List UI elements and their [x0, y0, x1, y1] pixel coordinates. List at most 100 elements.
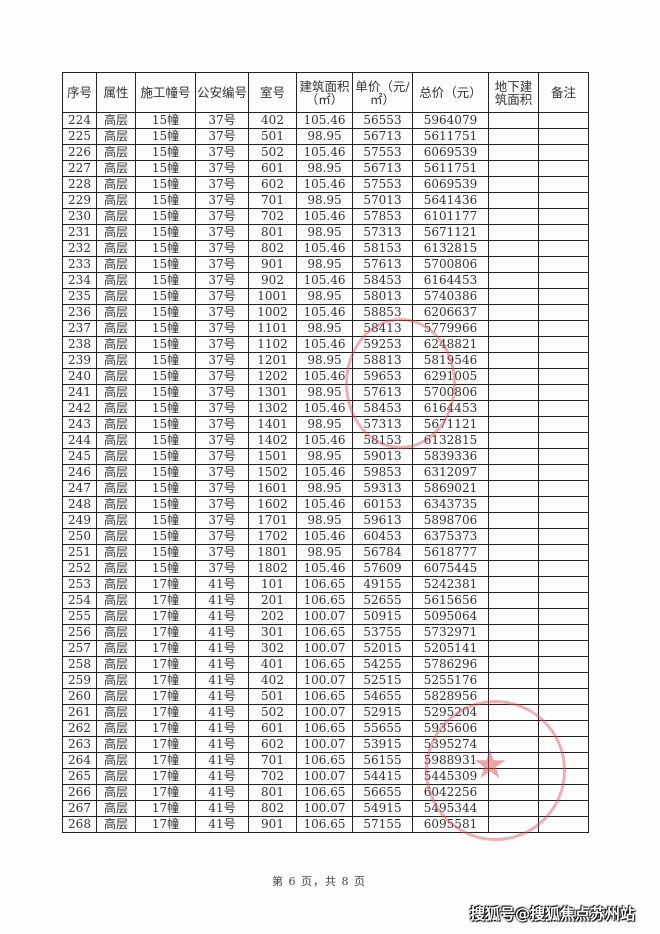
table-cell: 6042256: [412, 784, 489, 801]
table-cell: [488, 160, 539, 177]
table-cell: 高层: [96, 768, 136, 785]
table-cell: 242: [62, 400, 97, 417]
table-cell: 105.46: [296, 528, 353, 545]
table-cell: 15幢: [135, 384, 196, 401]
table-cell: 41号: [195, 736, 249, 753]
table-cell: 1101: [248, 320, 297, 337]
table-cell: 106.65: [296, 576, 353, 593]
table-cell: 267: [62, 800, 97, 817]
table-cell: 6069539: [412, 176, 489, 193]
table-cell: [538, 624, 589, 641]
table-cell: 17幢: [135, 736, 196, 753]
table-cell: 6132815: [412, 432, 489, 449]
table-row: 242 高层 15幢 37号 1302 105.46 58453 6164453: [62, 400, 589, 417]
table-cell: 15幢: [135, 288, 196, 305]
table-cell: 52015: [352, 640, 413, 657]
table-cell: 17幢: [135, 624, 196, 641]
table-cell: 高层: [96, 304, 136, 321]
table-cell: 100.07: [296, 608, 353, 625]
table-cell: 263: [62, 736, 97, 753]
table-header-row: 序号 属性 施工幢号 公安编号 室号 建筑面积（㎡） 单价（元/㎡） 总价（元） 地下建筑面积备…: [62, 72, 589, 113]
table-cell: 243: [62, 416, 97, 433]
table-cell: 41号: [195, 704, 249, 721]
table-cell: 100.07: [296, 736, 353, 753]
table-cell: 高层: [96, 432, 136, 449]
table-cell: [538, 368, 589, 385]
table-cell: 高层: [96, 672, 136, 689]
table-cell: 37号: [195, 496, 249, 513]
table-cell: 251: [62, 544, 97, 561]
table-cell: 高层: [96, 144, 136, 161]
table-row: 255 高层 17幢 41号 202 100.07 50915 5095064: [62, 608, 589, 625]
table-row: 264 高层 17幢 41号 701 106.65 56155 5988931: [62, 752, 589, 769]
table-cell: [538, 752, 589, 769]
table-cell: 高层: [96, 800, 136, 817]
table-cell: 58453: [352, 272, 413, 289]
table-cell: 高层: [96, 112, 136, 129]
table-row: 238 高层 15幢 37号 1102 105.46 59253 6248821: [62, 336, 589, 353]
table-cell: 801: [248, 224, 297, 241]
table-cell: 37号: [195, 160, 249, 177]
table-cell: 17幢: [135, 576, 196, 593]
table-cell: 236: [62, 304, 97, 321]
table-cell: 5964079: [412, 112, 489, 129]
table-cell: 41号: [195, 656, 249, 673]
table-cell: 5671121: [412, 416, 489, 433]
table-row: 268 高层 17幢 41号 901 106.65 57155 6095581: [62, 816, 589, 833]
table-cell: [538, 416, 589, 433]
table-cell: 6075445: [412, 560, 489, 577]
table-cell: 17幢: [135, 784, 196, 801]
table-cell: [538, 736, 589, 753]
table-cell: 5611751: [412, 160, 489, 177]
table-cell: [488, 528, 539, 545]
table-cell: [538, 464, 589, 481]
table-cell: 高层: [96, 320, 136, 337]
table-cell: [488, 112, 539, 129]
table-cell: 高层: [96, 192, 136, 209]
table-row: 253 高层 17幢 41号 101 106.65 49155 5242381: [62, 576, 589, 593]
table-cell: 6164453: [412, 272, 489, 289]
table-cell: 105.46: [296, 560, 353, 577]
table-cell: [488, 240, 539, 257]
table-cell: 37号: [195, 304, 249, 321]
table-cell: 15幢: [135, 240, 196, 257]
table-row: 239 高层 15幢 37号 1201 98.95 58813 5819546: [62, 352, 589, 369]
table-cell: 105.46: [296, 336, 353, 353]
table-row: 246 高层 15幢 37号 1502 105.46 59853 6312097: [62, 464, 589, 481]
table-cell: 6164453: [412, 400, 489, 417]
table-cell: 54655: [352, 688, 413, 705]
table-cell: 54255: [352, 656, 413, 673]
table-cell: 98.95: [296, 448, 353, 465]
table-cell: 233: [62, 256, 97, 273]
table-row: 241 高层 15幢 37号 1301 98.95 57613 5700806: [62, 384, 589, 401]
table-cell: 1302: [248, 400, 297, 417]
table-cell: [488, 544, 539, 561]
table-cell: 106.65: [296, 624, 353, 641]
table-cell: 37号: [195, 480, 249, 497]
table-cell: 41号: [195, 784, 249, 801]
table-cell: 231: [62, 224, 97, 241]
table-cell: 6132815: [412, 240, 489, 257]
table-cell: 41号: [195, 672, 249, 689]
table-cell: 56553: [352, 112, 413, 129]
table-cell: 高层: [96, 592, 136, 609]
table-row: 224 高层 15幢 37号 402 105.46 56553 5964079: [62, 112, 589, 129]
table-cell: 105.46: [296, 176, 353, 193]
table-cell: [538, 224, 589, 241]
table-cell: 259: [62, 672, 97, 689]
table-cell: 5618777: [412, 544, 489, 561]
table-cell: 17幢: [135, 688, 196, 705]
table-cell: 37号: [195, 336, 249, 353]
table-cell: 100.07: [296, 672, 353, 689]
table-cell: 15幢: [135, 224, 196, 241]
table-cell: [538, 304, 589, 321]
table-cell: [538, 544, 589, 561]
table-row: 257 高层 17幢 41号 302 100.07 52015 5205141: [62, 640, 589, 657]
table-row: 226 高层 15幢 37号 502 105.46 57553 6069539: [62, 144, 589, 161]
table-row: 265 高层 17幢 41号 702 100.07 54415 5445309: [62, 768, 589, 785]
table-cell: 高层: [96, 288, 136, 305]
table-cell: 105.46: [296, 304, 353, 321]
table-row: 227 高层 15幢 37号 601 98.95 56713 5611751: [62, 160, 589, 177]
table-cell: 5295204: [412, 704, 489, 721]
table-cell: [538, 240, 589, 257]
